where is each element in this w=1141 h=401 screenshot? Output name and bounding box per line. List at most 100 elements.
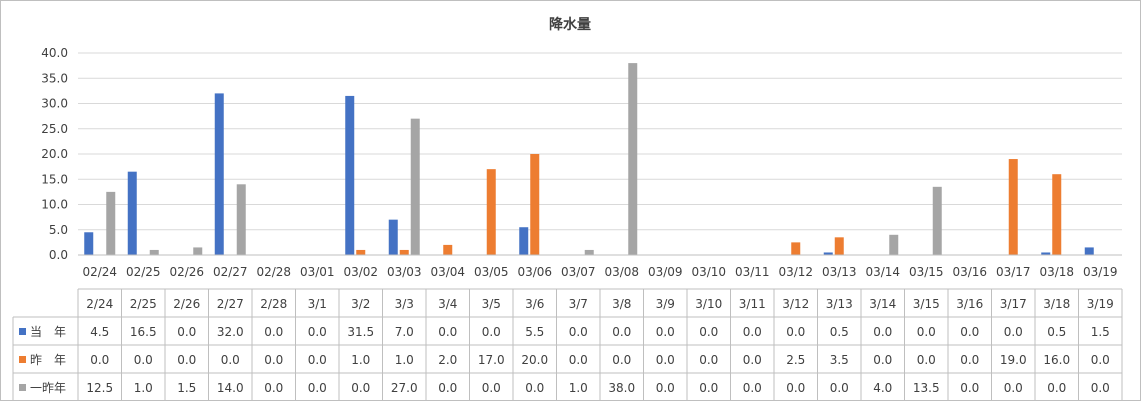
table-header-cell: 2/25	[130, 297, 157, 311]
table-value-cell: 0.0	[482, 325, 501, 339]
table-value-cell: 31.5	[347, 325, 374, 339]
y-tick-label: 35.0	[41, 71, 68, 85]
table-value-cell: 0.0	[134, 353, 153, 367]
table-value-cell: 32.0	[217, 325, 244, 339]
table-header-cell: 3/13	[826, 297, 853, 311]
bar	[410, 118, 420, 256]
bars	[84, 63, 1094, 256]
table-value-cell: 0.0	[482, 381, 501, 395]
x-tick-label: 03/18	[1039, 265, 1074, 279]
table-value-cell: 0.0	[569, 325, 588, 339]
table-value-cell: 0.0	[786, 381, 805, 395]
bar	[486, 169, 496, 255]
table-value-cell: 1.5	[1091, 325, 1110, 339]
table-value-cell: 13.5	[913, 381, 940, 395]
table-value-cell: 2.0	[438, 353, 457, 367]
table-value-cell: 27.0	[391, 381, 418, 395]
table-header-cell: 3/12	[782, 297, 809, 311]
table-value-cell: 0.0	[917, 353, 936, 367]
table-header-cell: 3/16	[956, 297, 983, 311]
table-value-cell: 3.5	[830, 353, 849, 367]
table-value-cell: 0.0	[699, 353, 718, 367]
table-value-cell: 0.0	[960, 325, 979, 339]
bar	[1052, 174, 1062, 255]
bar	[149, 249, 159, 255]
bar	[791, 242, 801, 255]
table-value-cell: 0.5	[1047, 325, 1066, 339]
table-value-cell: 0.0	[308, 381, 327, 395]
table-value-cell: 7.0	[395, 325, 414, 339]
x-tick-label: 03/04	[430, 265, 465, 279]
y-tick-label: 20.0	[41, 147, 68, 161]
x-tick-label: 03/05	[474, 265, 509, 279]
bar	[214, 93, 224, 256]
x-tick-label: 03/16	[952, 265, 987, 279]
table-header-cell: 3/1	[308, 297, 327, 311]
x-tick-label: 02/25	[126, 265, 161, 279]
y-tick-label: 30.0	[41, 97, 68, 111]
table-header-cell: 3/3	[395, 297, 414, 311]
legend-swatch	[19, 356, 26, 363]
table-value-cell: 14.0	[217, 381, 244, 395]
table-header-cell: 3/9	[656, 297, 675, 311]
table-value-cell: 2.5	[786, 353, 805, 367]
bar	[823, 252, 833, 255]
table-value-cell: 0.0	[830, 381, 849, 395]
table-value-cell: 0.0	[264, 381, 283, 395]
table-value-cell: 0.0	[656, 381, 675, 395]
legend-label: 当 年	[30, 325, 66, 339]
table-value-cell: 0.0	[1091, 353, 1110, 367]
table-value-cell: 0.0	[743, 325, 762, 339]
table-value-cell: 0.0	[960, 381, 979, 395]
y-tick-label: 40.0	[41, 46, 68, 60]
y-tick-label: 0.0	[49, 248, 68, 262]
table-header-cell: 3/5	[482, 297, 501, 311]
table-header-cell: 2/26	[173, 297, 200, 311]
table-value-cell: 0.0	[656, 353, 675, 367]
table-value-cell: 0.0	[177, 325, 196, 339]
bar	[356, 249, 366, 255]
table-value-cell: 0.0	[1004, 325, 1023, 339]
table-value-cell: 0.0	[612, 353, 631, 367]
table-value-cell: 16.5	[130, 325, 157, 339]
table-value-cell: 0.0	[699, 325, 718, 339]
table-header-cell: 3/19	[1087, 297, 1114, 311]
table-header-cell: 3/18	[1043, 297, 1070, 311]
table-header-cell: 3/14	[869, 297, 896, 311]
bar	[106, 191, 116, 255]
bar	[1041, 252, 1051, 255]
table-value-cell: 0.0	[569, 353, 588, 367]
x-tick-label: 03/01	[300, 265, 335, 279]
table-value-cell: 1.0	[569, 381, 588, 395]
table-header-cell: 3/17	[1000, 297, 1027, 311]
table-value-cell: 16.0	[1043, 353, 1070, 367]
table-value-cell: 0.0	[438, 381, 457, 395]
table-value-cell: 0.0	[308, 325, 327, 339]
table-value-cell: 12.5	[86, 381, 113, 395]
bar	[519, 227, 529, 255]
bar	[932, 186, 942, 255]
bar	[1008, 159, 1018, 255]
bar	[628, 63, 638, 255]
table-header-cell: 2/24	[86, 297, 113, 311]
x-tick-label: 02/24	[82, 265, 117, 279]
table-value-cell: 4.5	[90, 325, 109, 339]
table-header-cell: 3/7	[569, 297, 588, 311]
x-tick-label: 03/07	[561, 265, 596, 279]
gridlines	[78, 52, 1122, 231]
table-value-cell: 17.0	[478, 353, 505, 367]
table-value-cell: 0.0	[90, 353, 109, 367]
table-value-cell: 0.0	[221, 353, 240, 367]
bar	[1084, 247, 1094, 255]
table-value-cell: 0.0	[656, 325, 675, 339]
bar	[443, 244, 453, 255]
data-table: 2/24 2/25 2/26 2/27 2/28 3/1 3/2 3/3 3/4 3/5 3/6 3/…	[12, 288, 1123, 400]
table-value-cell: 38.0	[608, 381, 635, 395]
table-value-cell: 0.0	[264, 353, 283, 367]
table-value-cell: 0.0	[743, 381, 762, 395]
x-tick-label: 03/13	[822, 265, 857, 279]
chart-title: 降水量	[549, 16, 591, 33]
y-tick-label: 25.0	[41, 122, 68, 136]
